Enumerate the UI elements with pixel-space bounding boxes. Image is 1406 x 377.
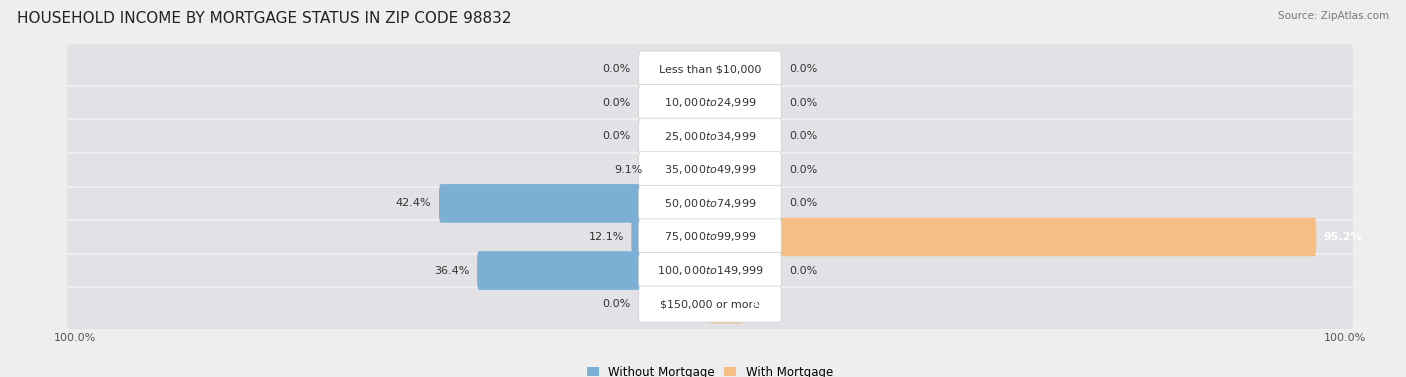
- FancyBboxPatch shape: [638, 219, 782, 255]
- FancyBboxPatch shape: [67, 44, 1353, 94]
- FancyBboxPatch shape: [67, 145, 1353, 195]
- Text: 0.0%: 0.0%: [602, 299, 631, 309]
- Text: 12.1%: 12.1%: [588, 232, 624, 242]
- Text: 42.4%: 42.4%: [395, 198, 432, 208]
- Text: 0.0%: 0.0%: [789, 165, 818, 175]
- FancyBboxPatch shape: [439, 184, 711, 223]
- FancyBboxPatch shape: [631, 218, 711, 256]
- Text: 0.0%: 0.0%: [602, 131, 631, 141]
- Text: Less than $10,000: Less than $10,000: [659, 64, 761, 74]
- FancyBboxPatch shape: [67, 112, 1353, 161]
- Text: 0.0%: 0.0%: [789, 131, 818, 141]
- Text: $25,000 to $34,999: $25,000 to $34,999: [664, 130, 756, 143]
- FancyBboxPatch shape: [67, 78, 1353, 127]
- Text: HOUSEHOLD INCOME BY MORTGAGE STATUS IN ZIP CODE 98832: HOUSEHOLD INCOME BY MORTGAGE STATUS IN Z…: [17, 11, 512, 26]
- Legend: Without Mortgage, With Mortgage: Without Mortgage, With Mortgage: [588, 366, 832, 377]
- FancyBboxPatch shape: [709, 285, 742, 323]
- FancyBboxPatch shape: [638, 152, 782, 188]
- Text: $10,000 to $24,999: $10,000 to $24,999: [664, 96, 756, 109]
- FancyBboxPatch shape: [638, 185, 782, 221]
- FancyBboxPatch shape: [477, 251, 711, 290]
- Text: Source: ZipAtlas.com: Source: ZipAtlas.com: [1278, 11, 1389, 21]
- FancyBboxPatch shape: [67, 179, 1353, 228]
- FancyBboxPatch shape: [67, 212, 1353, 262]
- Text: $75,000 to $99,999: $75,000 to $99,999: [664, 230, 756, 244]
- FancyBboxPatch shape: [638, 286, 782, 322]
- FancyBboxPatch shape: [638, 51, 782, 87]
- Text: 0.0%: 0.0%: [789, 265, 818, 276]
- FancyBboxPatch shape: [67, 279, 1353, 329]
- Text: $50,000 to $74,999: $50,000 to $74,999: [664, 197, 756, 210]
- Text: 9.1%: 9.1%: [614, 165, 643, 175]
- FancyBboxPatch shape: [638, 84, 782, 121]
- Text: 0.0%: 0.0%: [789, 198, 818, 208]
- Text: 0.0%: 0.0%: [602, 64, 631, 74]
- Text: 0.0%: 0.0%: [789, 64, 818, 74]
- FancyBboxPatch shape: [638, 118, 782, 154]
- Text: 36.4%: 36.4%: [434, 265, 470, 276]
- Text: 0.0%: 0.0%: [789, 98, 818, 108]
- Text: $35,000 to $49,999: $35,000 to $49,999: [664, 163, 756, 176]
- FancyBboxPatch shape: [67, 246, 1353, 295]
- FancyBboxPatch shape: [651, 150, 711, 189]
- Text: 4.8%: 4.8%: [749, 299, 780, 309]
- FancyBboxPatch shape: [638, 253, 782, 289]
- Text: 95.2%: 95.2%: [1324, 232, 1362, 242]
- Text: $150,000 or more: $150,000 or more: [661, 299, 759, 309]
- Text: 0.0%: 0.0%: [602, 98, 631, 108]
- Text: $100,000 to $149,999: $100,000 to $149,999: [657, 264, 763, 277]
- FancyBboxPatch shape: [709, 218, 1316, 256]
